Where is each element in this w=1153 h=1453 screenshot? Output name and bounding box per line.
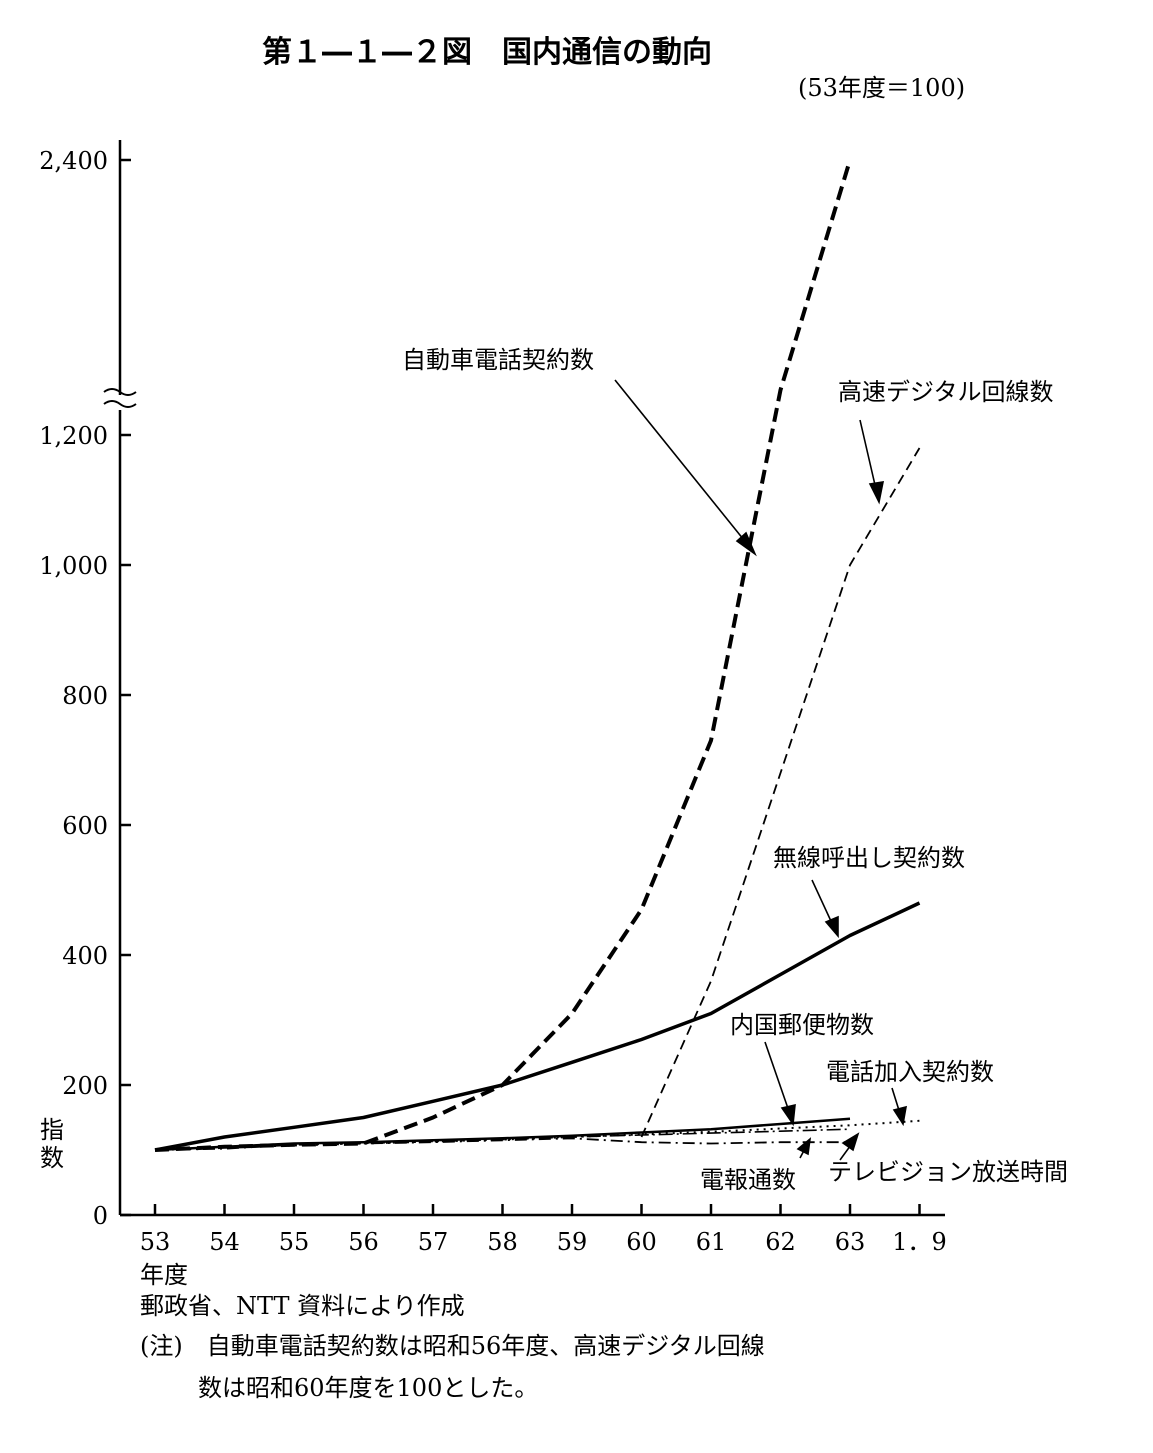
series-label-4: 電話加入契約数 [826,1058,994,1086]
series-labels: 自動車電話契約数高速デジタル回線数無線呼出し契約数内国郵便物数電話加入契約数テレ… [402,346,1068,1194]
x-tick-label: 1．9 [892,1228,947,1256]
chart-title: 第１―１―２図 国内通信の動向 [262,35,712,70]
y-tick-label: 800 [62,682,108,710]
y-tick-label: 600 [62,812,108,840]
series-label-2: 無線呼出し契約数 [773,844,965,872]
chart-subtitle: (53年度＝100) [798,74,965,102]
arrow-head-digital [868,481,885,505]
footnote-line-1: (注) 自動車電話契約数は昭和56年度、高速デジタル回線 [140,1332,765,1360]
series-label-6: 電報通数 [700,1166,796,1194]
y-tick-label: 1,200 [39,422,108,450]
y-tick-label: 200 [62,1072,108,1100]
source-note: 郵政省、NTT 資料により作成 [140,1292,465,1320]
series-label-5: テレビジョン放送時間 [828,1158,1068,1186]
y-ticks: 0 200 400 600 800 1,000 1,200 2,400 [39,147,131,1230]
x-tick-label: 54 [209,1228,240,1256]
callout-arrows [614,379,908,1161]
x-tick-label: 61 [696,1228,727,1256]
x-tick-label: 59 [557,1228,588,1256]
series-label-3: 内国郵便物数 [730,1011,874,1039]
x-tick-label: 62 [765,1228,796,1256]
x-tick-label: 58 [487,1228,518,1256]
x-tick-label: 57 [418,1228,449,1256]
arrow-head-mail [780,1103,796,1127]
x-tick-label: 55 [279,1228,310,1256]
y-tick-label: 1,000 [39,552,108,580]
series-line-6 [154,1137,850,1151]
y-axis-break-mark [103,388,137,408]
arrow-head-car-phone [735,531,757,557]
arrow-head-telephone [892,1105,908,1127]
arrow-head-paging [824,915,839,939]
series-line-3 [154,1117,851,1152]
footnote-line-2: 数は昭和60年度を100とした。 [198,1374,539,1402]
x-tick-label: 53 [140,1228,171,1256]
y-axis-label-char-1: 指 [40,1116,64,1144]
x-tick-label: 63 [835,1228,866,1256]
series-label-0: 自動車電話契約数 [402,346,594,374]
x-tick-label: 60 [626,1228,657,1256]
y-tick-label: 0 [93,1202,108,1230]
x-axis-label: 年度 [140,1261,188,1289]
arrow-car-phone [614,379,753,551]
series-line-1 [640,447,921,1138]
y-tick-label: 400 [62,942,108,970]
y-axis-label-char-2: 数 [40,1144,64,1172]
arrow-head-tv [841,1132,860,1152]
arrow-head-telegram [796,1137,812,1156]
series-line-2 [154,901,921,1152]
series-lines [154,159,921,1152]
y-tick-label: 2,400 [39,147,108,175]
axes [103,140,945,1217]
x-ticks: 53 54 55 56 57 58 59 60 61 62 63 1．9 [140,1204,947,1256]
x-tick-label: 56 [348,1228,379,1256]
series-line-0 [154,159,852,1152]
series-label-1: 高速デジタル回線数 [838,378,1054,406]
